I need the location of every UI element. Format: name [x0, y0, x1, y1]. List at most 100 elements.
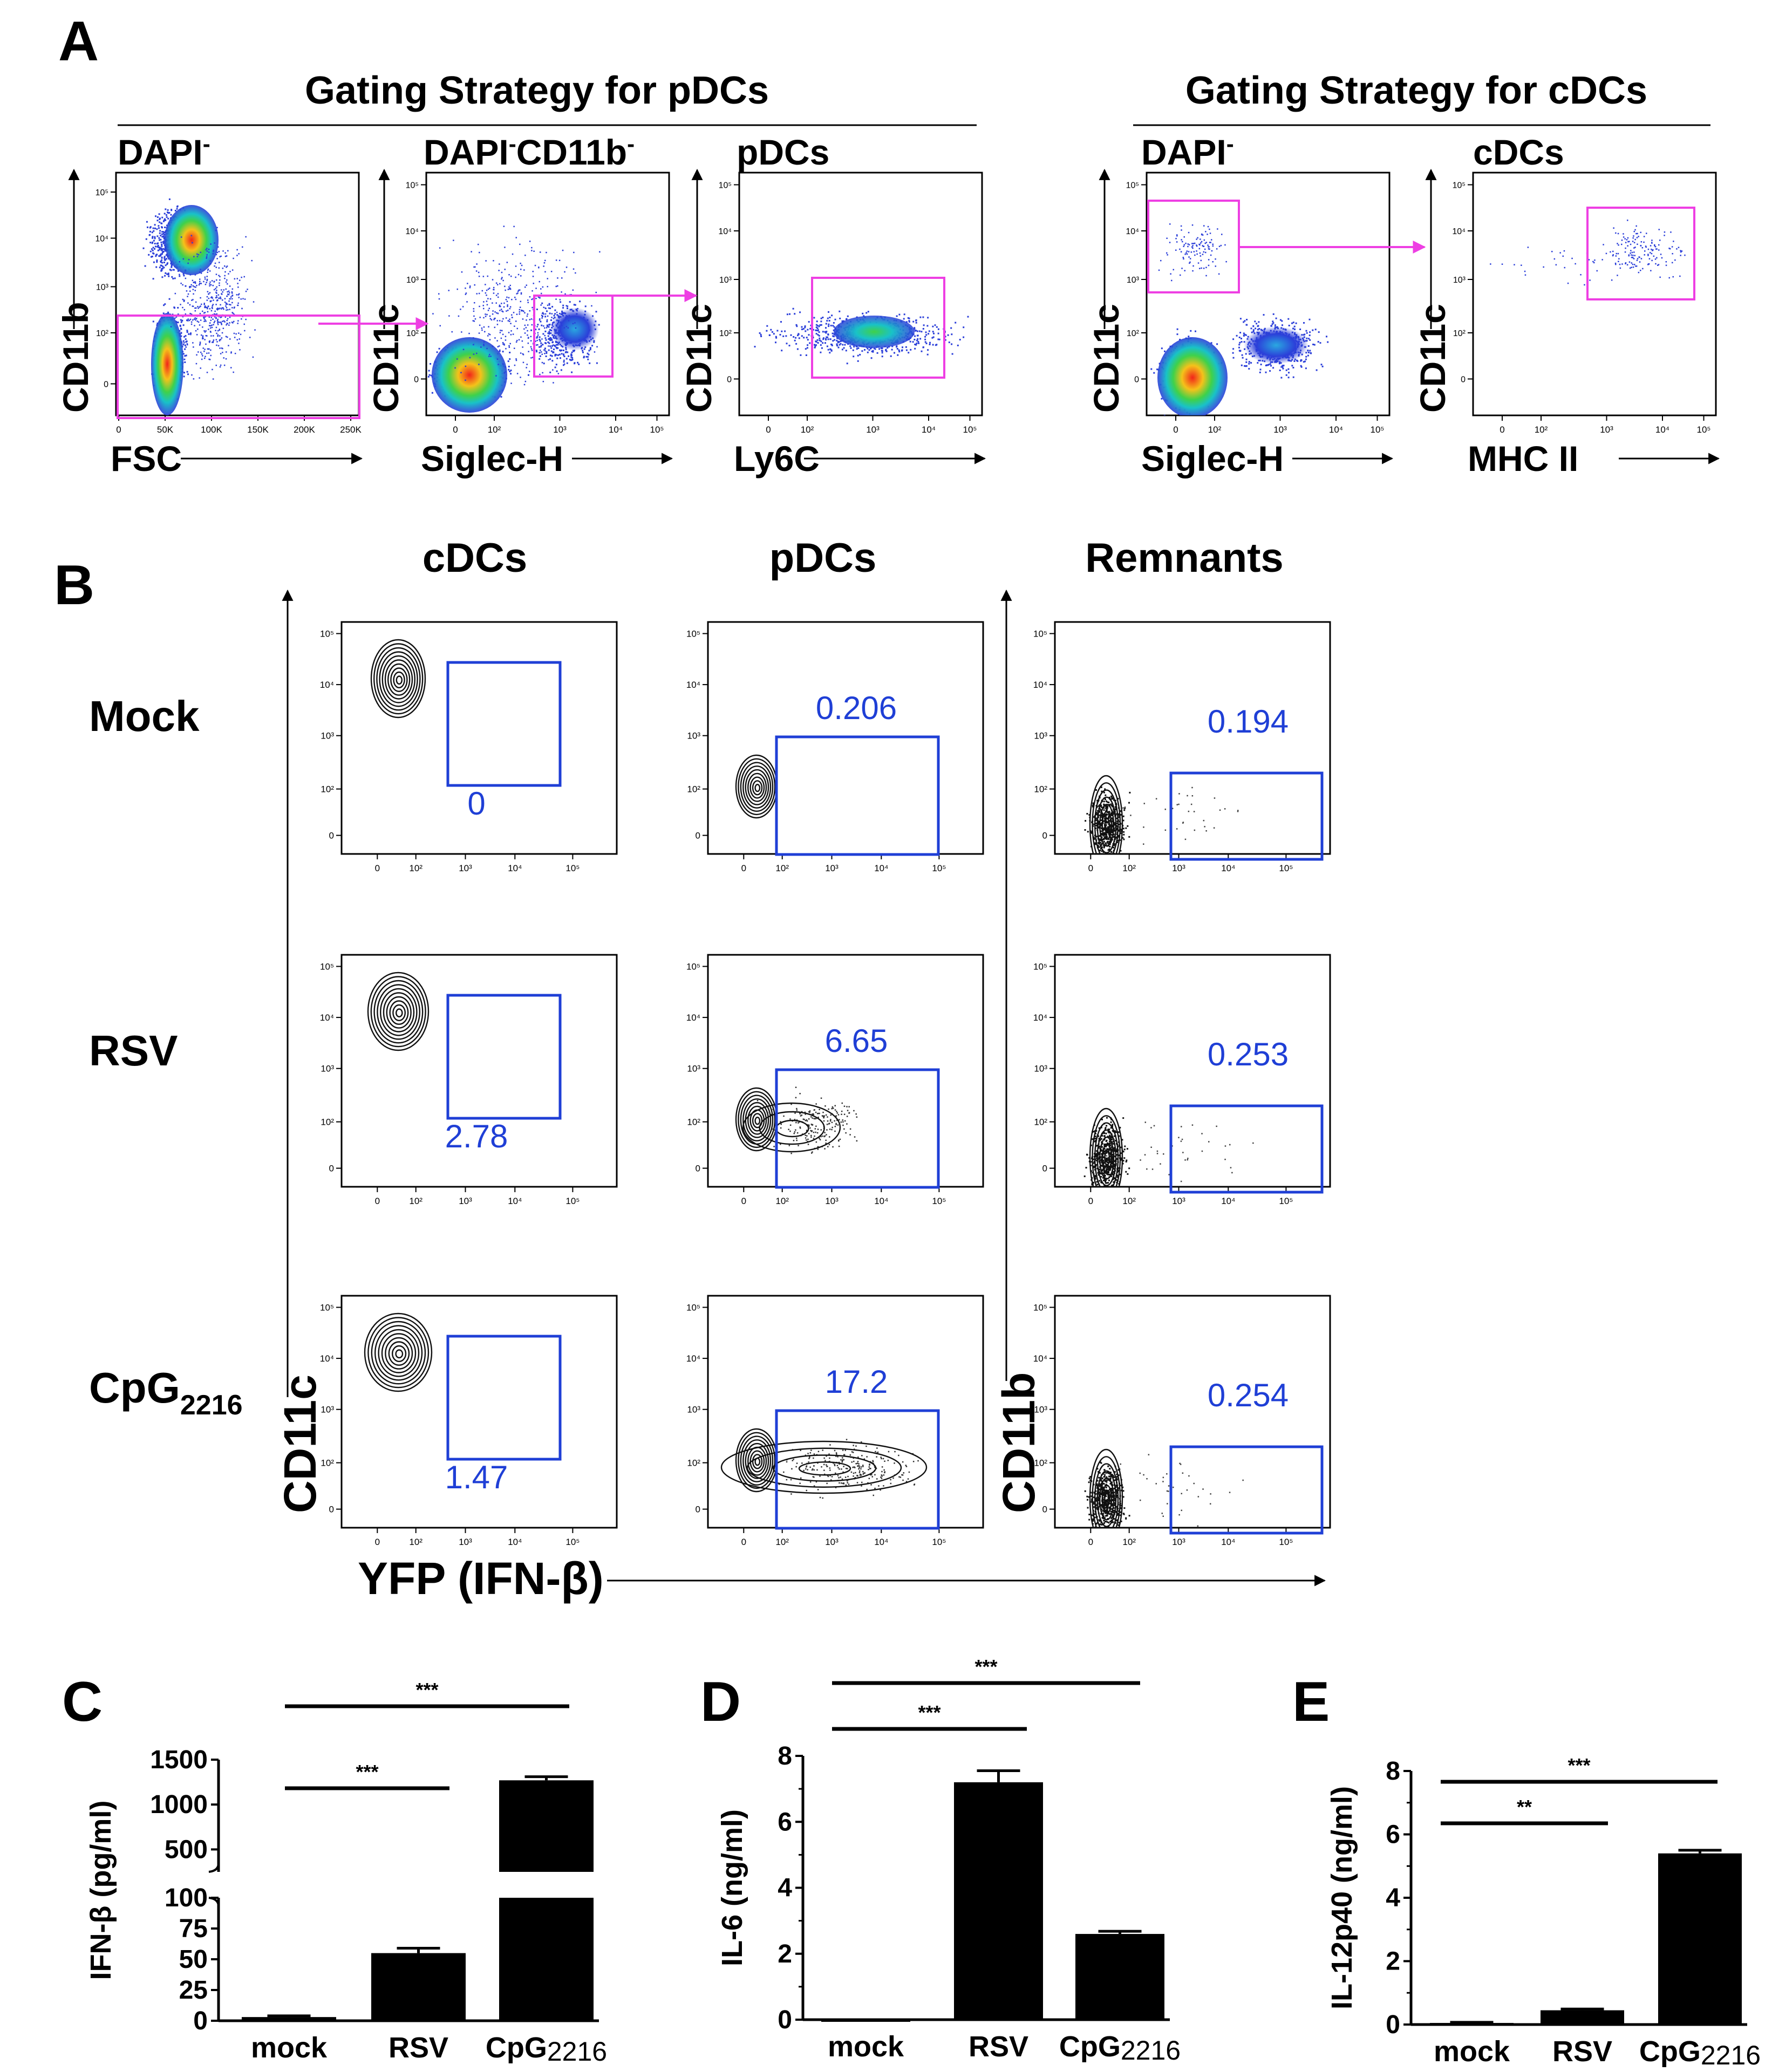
bar: [1541, 2010, 1624, 2025]
panel-c-letter: C: [62, 1671, 103, 1733]
remnant-contour: [1104, 1151, 1110, 1166]
contour-plot-r3-c3: 10⁵ 10⁴ 10³ 10² 0 0 10² 10³ 10⁴ 10⁵ 0.254: [1033, 1295, 1331, 1547]
category-label: RSV: [389, 2032, 448, 2064]
bar: [1658, 1853, 1742, 2025]
event-dots: [775, 1439, 919, 1499]
x-tick-label: 10³: [825, 863, 839, 873]
cdc-contour: [374, 1325, 423, 1381]
significance-label: ***: [1567, 1754, 1590, 1776]
significance-label: ***: [974, 1656, 997, 1678]
y-tick-label: 10⁴: [320, 1013, 334, 1023]
x-tick-label: 0: [741, 1196, 746, 1206]
cdc-contour: [383, 992, 415, 1032]
cdc-gating-header: Gating Strategy for cDCs: [1185, 69, 1647, 112]
pdc-contour: [752, 1113, 763, 1129]
gate-percentage: 0.194: [1208, 703, 1289, 740]
plot-events: [1084, 1448, 1244, 1528]
y-tick-label: 10²: [321, 784, 334, 795]
x-axis-label: MHC II: [1468, 439, 1578, 478]
cdc-contour: [395, 1349, 404, 1359]
ifn-beta-gate: [1169, 771, 1324, 861]
x-tick-label: 10³: [1172, 1537, 1185, 1547]
double-negative-population: [432, 337, 507, 413]
siglec-h-negative-population: [1157, 337, 1228, 415]
axis-break-mark: [208, 1863, 220, 1907]
y-tick-label: 8: [778, 1742, 792, 1770]
y-tick-label: 0: [329, 831, 334, 841]
plot-frame: [1054, 621, 1331, 855]
x-tick-label: 0: [1088, 1196, 1093, 1206]
y-tick-label: 10²: [1127, 329, 1140, 338]
remnant-contour: [1096, 1129, 1117, 1186]
x-tick-label: 10⁴: [874, 1537, 888, 1547]
x-tick-label: 10⁵: [565, 863, 580, 873]
y-tick-label: 10⁴: [320, 680, 334, 690]
event-dots: [756, 1086, 858, 1154]
contour-plot-r2-c3: 10⁵ 10⁴ 10³ 10² 0 0 10² 10³ 10⁴ 10⁵ 0.253: [1033, 954, 1331, 1206]
x-tick-label: 200K: [294, 425, 315, 435]
y-tick-label: 10²: [406, 329, 419, 338]
remnant-contour: [1096, 796, 1117, 853]
y-tick-label: 10³: [1034, 1064, 1047, 1074]
y-tick-label: 10³: [687, 1064, 700, 1074]
x-tick-label: 10³: [825, 1537, 839, 1547]
gate-pdc: [811, 277, 945, 379]
x-tick-label: 10³: [825, 1196, 839, 1206]
x-tick-label: 10⁵: [963, 425, 977, 435]
remnant-contour: [1092, 1115, 1121, 1187]
x-tick-label: 0: [375, 1196, 380, 1206]
y-tick-label: 0: [696, 831, 700, 841]
x-tick-label: 10⁵: [1279, 1196, 1293, 1206]
plot-events: [735, 1086, 858, 1154]
y-axis-label: IL-6 (ng/ml): [716, 1809, 748, 1966]
y-tick-label: 10²: [1034, 1458, 1047, 1468]
remnant-contour: [1101, 1144, 1113, 1173]
panel-a-letter: A: [58, 10, 99, 73]
x-tick-label: 10³: [1172, 1196, 1185, 1206]
ifn-beta-gate: [775, 1068, 940, 1189]
y-tick-label: 10³: [96, 283, 109, 292]
cdc-contour: [396, 675, 403, 685]
cdc-contour: [389, 1000, 409, 1025]
y-axis-label: CD11c: [1413, 304, 1453, 413]
panel-b-letter: B: [54, 554, 94, 617]
y-axis-label: IFN-β (pg/ml): [85, 1801, 117, 1980]
y-tick-label: 10⁵: [686, 962, 700, 972]
pdc-contour: [752, 1454, 763, 1469]
ifn-beta-gate: [446, 661, 562, 787]
yfp-axis-label: YFP (IFN-β): [358, 1553, 604, 1604]
gate-percentage: 0.206: [816, 690, 897, 726]
x-tick-label: 0: [741, 1537, 746, 1547]
x-tick-label: 10³: [1273, 425, 1287, 435]
cdc-contour: [371, 1321, 426, 1385]
x-tick-label: 10²: [1208, 425, 1222, 435]
y-tick-label: 25: [179, 1976, 208, 2005]
remnant-contour: [1092, 782, 1121, 854]
y-tick-label: 0: [1134, 375, 1139, 385]
title-rest: CD11b: [516, 132, 627, 172]
gate-cd11b-negative: [117, 314, 360, 419]
pdc-contour: [738, 758, 776, 816]
cdc-contour: [379, 651, 418, 707]
y-tick-label: 6: [1386, 1821, 1400, 1849]
pdc-tail-contour: [742, 1102, 841, 1153]
y-tick-label: 0: [778, 2006, 792, 2034]
y-tick-label: 0: [329, 1164, 334, 1174]
event-dots: [1490, 247, 1623, 286]
bar-chart-d: IL-6 (ng/ml) 0 2 4 6 8 mock RSV CpG2216 *** ***: [716, 1656, 1181, 2066]
y-tick-label: 10⁴: [686, 680, 700, 690]
y-tick-label: 10⁵: [1033, 1303, 1047, 1313]
y-tick-label: 2: [778, 1940, 792, 1968]
y-tick-label: 10⁴: [1033, 1353, 1047, 1364]
x-tick-label: 10⁵: [1279, 863, 1293, 873]
x-tick-label: 10⁵: [1697, 425, 1711, 435]
panel-a-plot-5: cDCs 10⁵ 10⁴ 10³ 10² 0 0 10² 10³ 10⁴ 10⁵ CD11c MHC I…: [1413, 132, 1720, 478]
panel-d-letter: D: [700, 1671, 741, 1733]
cd11b-high-population: [165, 205, 219, 275]
y-tick-label: 10⁵: [320, 962, 334, 972]
plot-frame: [425, 172, 670, 416]
siglec-h-positive-population: [550, 307, 599, 351]
x-tick-label: 150K: [247, 425, 269, 435]
y-tick-label: 10⁵: [1453, 181, 1466, 190]
x-tick-label: 10²: [409, 863, 422, 873]
